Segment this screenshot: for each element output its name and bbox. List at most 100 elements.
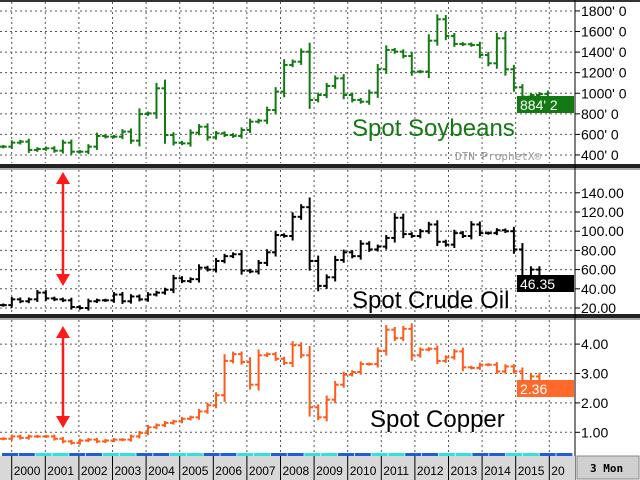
- crude-oil-price-bar: [433, 220, 441, 246]
- soybeans-last-value-badge: 884' 2: [517, 96, 574, 113]
- watermark: DTN ProphetX®: [455, 150, 541, 163]
- copper-y-tick-label: 2.00: [581, 395, 608, 411]
- time-strip-segment: [136, 453, 153, 456]
- copper-price-bar: [101, 438, 109, 444]
- soybeans-price-bar: [399, 49, 407, 59]
- crude-oil-price-bar: [365, 241, 373, 252]
- soybeans-price-bar: [221, 131, 229, 138]
- time-strip-segment: [52, 453, 69, 456]
- soybeans-price-bar: [212, 130, 220, 140]
- crude-oil-price-bar: [178, 276, 186, 284]
- copper-price-bar: [425, 347, 433, 352]
- copper-price-bar: [8, 434, 16, 441]
- copper-price-bar: [255, 349, 263, 391]
- copper-y-tick-label: 3.00: [581, 366, 608, 382]
- soybeans-y-tick-label: 1200' 0: [581, 65, 627, 81]
- copper-price-bar: [67, 439, 75, 445]
- soybeans-price-bar: [229, 133, 237, 138]
- crude-oil-price-bar: [135, 294, 143, 302]
- time-strip-segment: [18, 453, 35, 456]
- crude-oil-price-bar: [8, 296, 16, 308]
- soybeans-price-bar: [84, 144, 92, 155]
- time-strip-segment: [86, 453, 102, 456]
- period-selector[interactable]: 3 Mon: [576, 455, 640, 480]
- crude-oil-price-bar: [152, 290, 160, 297]
- soybeans-price-bar: [374, 64, 382, 98]
- soybeans-price-bar: [408, 51, 416, 76]
- panel-separator[interactable]: [0, 314, 640, 318]
- time-strip-segment: [119, 453, 136, 456]
- crude-oil-price-bar: [144, 292, 152, 302]
- crude-oil-price-bar: [118, 291, 126, 304]
- year-label: 2004: [148, 464, 175, 478]
- soybeans-price-bar: [314, 92, 322, 103]
- soybeans-price-bar: [382, 45, 390, 74]
- soybeans-price-bar: [135, 108, 143, 147]
- soybeans-y-tick-label: 1600' 0: [581, 24, 627, 40]
- soybeans-price-bar: [25, 138, 33, 153]
- crude-oil-price-bar: [280, 233, 288, 238]
- time-strip-segment: [338, 453, 354, 456]
- copper-price-bar: [144, 424, 152, 436]
- soybeans-price-bar: [161, 79, 169, 144]
- crude-oil-price-bar: [314, 255, 322, 292]
- crude-oil-price-bar: [382, 235, 390, 250]
- soybeans-price-bar: [467, 42, 475, 47]
- year-label: 2008: [283, 464, 310, 478]
- year-label: 2012: [417, 464, 444, 478]
- soybeans-price-bar: [510, 64, 518, 92]
- crude-oil-y-tick-label: 60.00: [581, 262, 616, 278]
- copper-price-bar: [246, 357, 254, 390]
- panel-separator[interactable]: [0, 164, 640, 168]
- crude-oil-price-bar: [204, 265, 212, 272]
- soybeans-price-bar: [340, 74, 348, 100]
- year-label: 2013: [451, 464, 478, 478]
- soybeans-price-bar: [433, 14, 441, 46]
- soybeans-price-bar: [187, 129, 195, 147]
- soybeans-price-bar: [204, 123, 212, 141]
- soybeans-price-bar: [195, 124, 203, 136]
- time-strip-segment: [254, 453, 270, 456]
- time-strip-segment: [422, 453, 438, 456]
- copper-price-bar: [135, 430, 143, 439]
- copper-price-bar: [272, 351, 280, 361]
- crude-oil-price-bar: [221, 253, 229, 264]
- crude-oil-price-bar: [84, 298, 92, 311]
- crude-oil-price-bar: [255, 259, 263, 275]
- crude-oil-price-bar: [170, 274, 177, 294]
- copper-price-bar: [340, 371, 348, 388]
- soybeans-price-bar: [152, 82, 160, 119]
- bars-layer: [0, 14, 552, 445]
- crude-oil-price-bar: [425, 221, 433, 234]
- soybeans-y-tick-label: 400' 0: [581, 147, 619, 163]
- soybeans-price-bar: [348, 92, 356, 103]
- copper-price-bar: [221, 354, 229, 402]
- panel-separator-shadow: [0, 168, 640, 170]
- copper-price-bar: [161, 421, 169, 428]
- copper-price-bar: [382, 325, 390, 356]
- time-strip-segment: [2, 453, 18, 456]
- copper-price-bar: [323, 395, 331, 422]
- copper-price-bar: [195, 409, 203, 420]
- copper-price-bar: [450, 349, 458, 360]
- soybeans-price-bar: [476, 41, 484, 59]
- crude-oil-price-bar: [484, 231, 492, 235]
- soybeans-price-bar: [450, 33, 458, 47]
- year-label: 2011: [383, 464, 409, 478]
- copper-price-bar: [391, 326, 399, 341]
- soybeans-price-bar: [178, 140, 186, 146]
- crude-oil-price-bar: [323, 274, 331, 289]
- crude-oil-price-bar: [493, 228, 501, 236]
- svg-text:3 Mon: 3 Mon: [590, 462, 623, 475]
- copper-price-bar: [84, 438, 92, 443]
- soybeans-price-bar: [391, 47, 399, 54]
- copper-price-bar: [25, 434, 33, 440]
- copper-price-bar: [493, 362, 501, 374]
- soybeans-price-bar: [93, 132, 101, 150]
- copper-price-bar: [118, 438, 126, 442]
- copper-price-bar: [348, 370, 356, 377]
- time-strip-segment: [69, 453, 86, 456]
- svg-text:46.35: 46.35: [520, 276, 555, 292]
